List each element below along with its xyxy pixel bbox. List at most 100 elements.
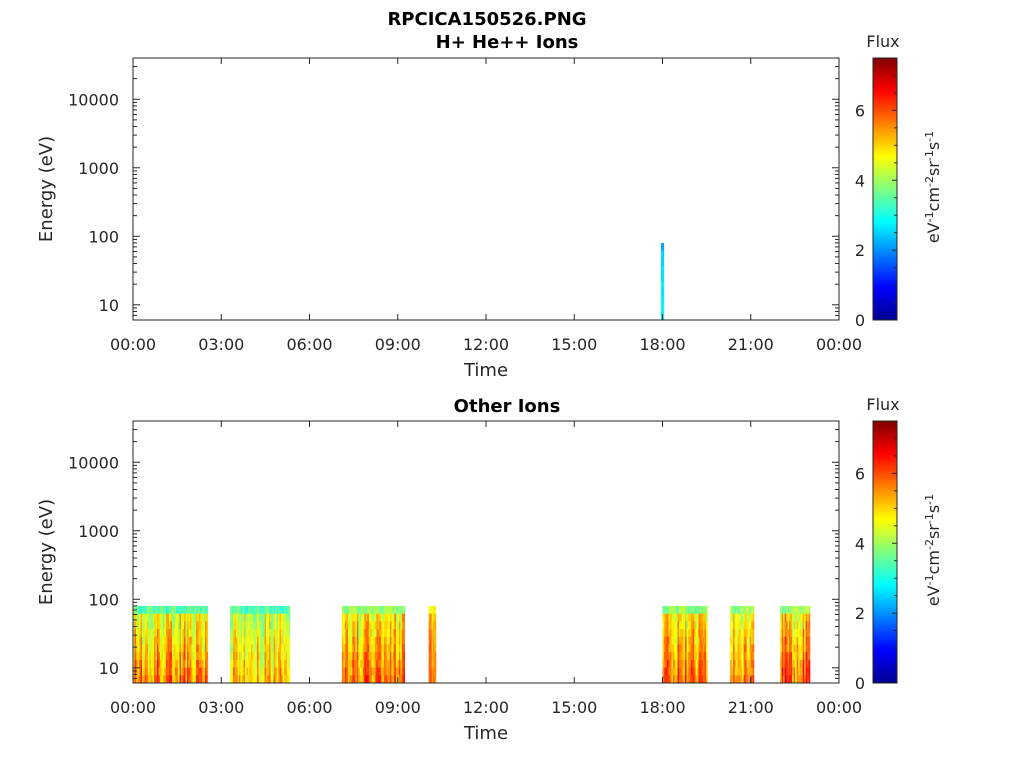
flux-cell	[686, 629, 689, 638]
flux-cell	[239, 675, 241, 684]
flux-cell	[400, 605, 402, 614]
flux-cell	[731, 621, 734, 630]
flux-cell	[230, 621, 232, 630]
flux-cell	[249, 652, 252, 661]
flux-cell	[376, 621, 378, 630]
colorbar-tick-label: 2	[855, 241, 865, 260]
flux-cell	[146, 613, 149, 622]
flux-cell	[679, 605, 681, 614]
flux-cell	[676, 613, 678, 622]
flux-cell	[254, 629, 256, 638]
flux-cell	[382, 613, 384, 622]
flux-cell	[674, 621, 677, 630]
flux-cell	[430, 636, 432, 645]
flux-cell	[784, 644, 787, 653]
flux-cell	[161, 629, 164, 638]
flux-cell	[151, 667, 153, 676]
flux-cell	[730, 644, 732, 653]
flux-cell	[182, 605, 185, 614]
flux-cell	[388, 675, 390, 684]
flux-cell	[160, 652, 162, 661]
flux-cell	[365, 675, 368, 684]
colorbar-tick-label: 0	[855, 311, 865, 330]
flux-cell	[142, 644, 144, 653]
x-tick-label: 09:00	[375, 335, 421, 354]
flux-cell	[682, 667, 684, 676]
flux-cell	[683, 621, 686, 630]
flux-cell	[164, 613, 167, 622]
flux-cell	[269, 659, 271, 668]
flux-cell	[270, 644, 273, 653]
flux-cell	[780, 659, 782, 668]
flux-cell	[799, 621, 802, 630]
flux-cell	[346, 659, 348, 668]
flux-cell	[403, 636, 405, 645]
flux-cell	[386, 621, 389, 630]
flux-cell	[269, 667, 271, 676]
flux-cell	[344, 644, 347, 653]
flux-cell	[170, 613, 173, 622]
flux-cell	[197, 667, 200, 676]
flux-cell	[281, 644, 283, 653]
flux-cell	[269, 629, 271, 638]
flux-cell	[157, 675, 159, 684]
flux-cell	[179, 613, 182, 622]
flux-cell	[398, 629, 401, 638]
flux-cell	[181, 667, 183, 676]
flux-cell	[133, 667, 135, 676]
flux-cell	[139, 675, 141, 684]
flux-cell	[239, 605, 241, 614]
flux-cell	[679, 644, 681, 653]
flux-cell	[200, 644, 203, 653]
flux-cell	[176, 621, 179, 630]
flux-cell	[261, 613, 264, 622]
flux-cell	[353, 629, 356, 638]
flux-cell	[706, 667, 708, 676]
flux-cell	[157, 621, 159, 630]
flux-cell	[199, 667, 201, 676]
flux-cell	[382, 675, 384, 684]
flux-cell	[789, 621, 791, 630]
flux-cell	[701, 675, 704, 684]
flux-cell	[380, 652, 383, 661]
flux-cell	[170, 605, 173, 614]
flux-cell	[804, 652, 806, 661]
flux-cell	[344, 659, 347, 668]
flux-cell	[172, 636, 174, 645]
flux-cell	[179, 629, 182, 638]
flux-cell	[239, 659, 241, 668]
flux-cell	[188, 659, 191, 668]
flux-cell	[145, 652, 147, 661]
flux-cell	[365, 644, 368, 653]
flux-cell	[370, 629, 372, 638]
flux-cell	[740, 675, 743, 684]
flux-cell	[403, 629, 405, 638]
flux-cell	[802, 605, 805, 614]
flux-cell	[191, 629, 194, 638]
flux-cell	[166, 652, 168, 661]
flux-cell	[377, 605, 380, 614]
flux-cell	[394, 667, 396, 676]
flux-cell	[200, 659, 203, 668]
flux-cell	[276, 659, 279, 668]
flux-cell	[361, 613, 363, 622]
flux-cell	[752, 621, 755, 630]
flux-cell	[802, 644, 805, 653]
flux-cell	[230, 613, 232, 622]
flux-cell	[233, 667, 235, 676]
flux-cell	[239, 667, 241, 676]
flux-cell	[184, 605, 186, 614]
flux-cell	[385, 613, 387, 622]
flux-cell	[245, 667, 247, 676]
flux-cell	[347, 629, 350, 638]
flux-cell	[737, 667, 740, 676]
flux-cell	[140, 613, 143, 622]
flux-cell	[154, 652, 156, 661]
flux-cell	[385, 644, 387, 653]
flux-cell	[385, 629, 387, 638]
flux-cell	[358, 667, 360, 676]
flux-cell	[793, 621, 796, 630]
flux-cell	[343, 667, 345, 676]
flux-cell	[263, 667, 265, 676]
